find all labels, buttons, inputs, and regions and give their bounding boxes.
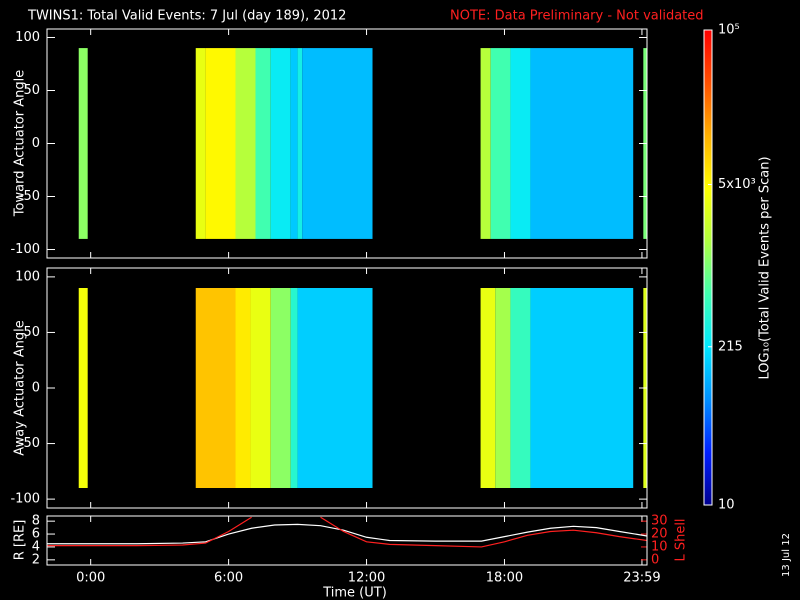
y-tick-label: 50 [23, 325, 40, 340]
y-axis-title: R [RE] [13, 520, 28, 561]
heatmap-cell [495, 288, 511, 488]
series-line [47, 516, 647, 548]
y-tick-label: 2 [32, 552, 40, 567]
panel-frame [46, 28, 648, 259]
heatmap-cell [235, 48, 256, 239]
y-axis-title: Away Actuator Angle [13, 320, 28, 455]
heatmap-cell [480, 288, 496, 488]
heatmap-cell [290, 48, 298, 239]
note: NOTE: Data Preliminary - Not validated [450, 9, 704, 24]
y-tick-label: 0 [32, 136, 40, 151]
heatmap-cell [530, 48, 634, 239]
colorbar-tick-label: 215 [718, 339, 743, 354]
title: TWINS1: Total Valid Events: 7 Jul (day 1… [27, 9, 346, 24]
x-tick-label: 12:00 [348, 571, 385, 586]
y-tick-label: -50 [19, 189, 40, 204]
y2-tick-label: 20 [651, 527, 668, 542]
x-tick-label: 18:00 [486, 571, 523, 586]
y2-tick-label: 30 [651, 514, 668, 529]
y2-tick-label: 0 [651, 552, 659, 567]
panel-frame [46, 515, 648, 566]
heatmap-cell [78, 288, 88, 488]
y-axis-title: Toward Actuator Angle [13, 70, 28, 217]
colorbar-title: LOG₁₀(Total Valid Events per Scan) [758, 156, 773, 379]
x-tick-label: 23:59 [623, 571, 660, 586]
series-line [47, 523, 647, 545]
colorbar-tick-label: 5x10³ [718, 177, 756, 192]
y-tick-label: 4 [32, 539, 40, 554]
heatmap-cell [195, 288, 236, 488]
colorbar-tick-label: 10⁵ [718, 23, 740, 38]
panel-frame [46, 267, 648, 509]
heatmap-cell [78, 48, 88, 239]
y-tick-label: -100 [10, 492, 40, 507]
heatmap-cell [530, 288, 634, 488]
y-tick-label: 50 [23, 83, 40, 98]
heatmap-cell [490, 48, 511, 239]
heatmap-cell [250, 288, 271, 488]
x-tick-label: 6:00 [214, 571, 243, 586]
heatmap-cell [297, 288, 373, 488]
y-tick-label: 8 [32, 514, 40, 529]
y-tick-label: 0 [32, 381, 40, 396]
y2-axis-title: L Shell [674, 518, 689, 561]
y2-tick-label: 10 [651, 539, 668, 554]
heatmap-cell [302, 48, 373, 239]
plot-area [47, 516, 647, 548]
heatmap-cell [205, 48, 236, 239]
heatmap-cell [510, 288, 531, 488]
heatmap-cell [235, 288, 251, 488]
y-tick-label: 100 [15, 269, 40, 284]
heatmap-cell [480, 48, 491, 239]
y-tick-label: -100 [10, 242, 40, 257]
y-tick-label: 6 [32, 527, 40, 542]
heatmap-cell [510, 48, 531, 239]
heatmap-cell [290, 288, 298, 488]
colorbar [703, 29, 713, 506]
x-tick-label: 0:00 [76, 571, 105, 586]
heatmap-cell [195, 48, 206, 239]
heatmap-cell [270, 288, 291, 488]
date-stamp: 13 Jul 12 [781, 533, 792, 577]
heatmap-cell [255, 48, 271, 239]
y-tick-label: 100 [15, 30, 40, 45]
heatmap-cell [297, 48, 303, 239]
x-axis-title: Time (UT) [322, 586, 387, 600]
colorbar-tick-label: 10 [718, 498, 735, 513]
heatmap-cell [270, 48, 291, 239]
y-tick-label: -50 [19, 436, 40, 451]
